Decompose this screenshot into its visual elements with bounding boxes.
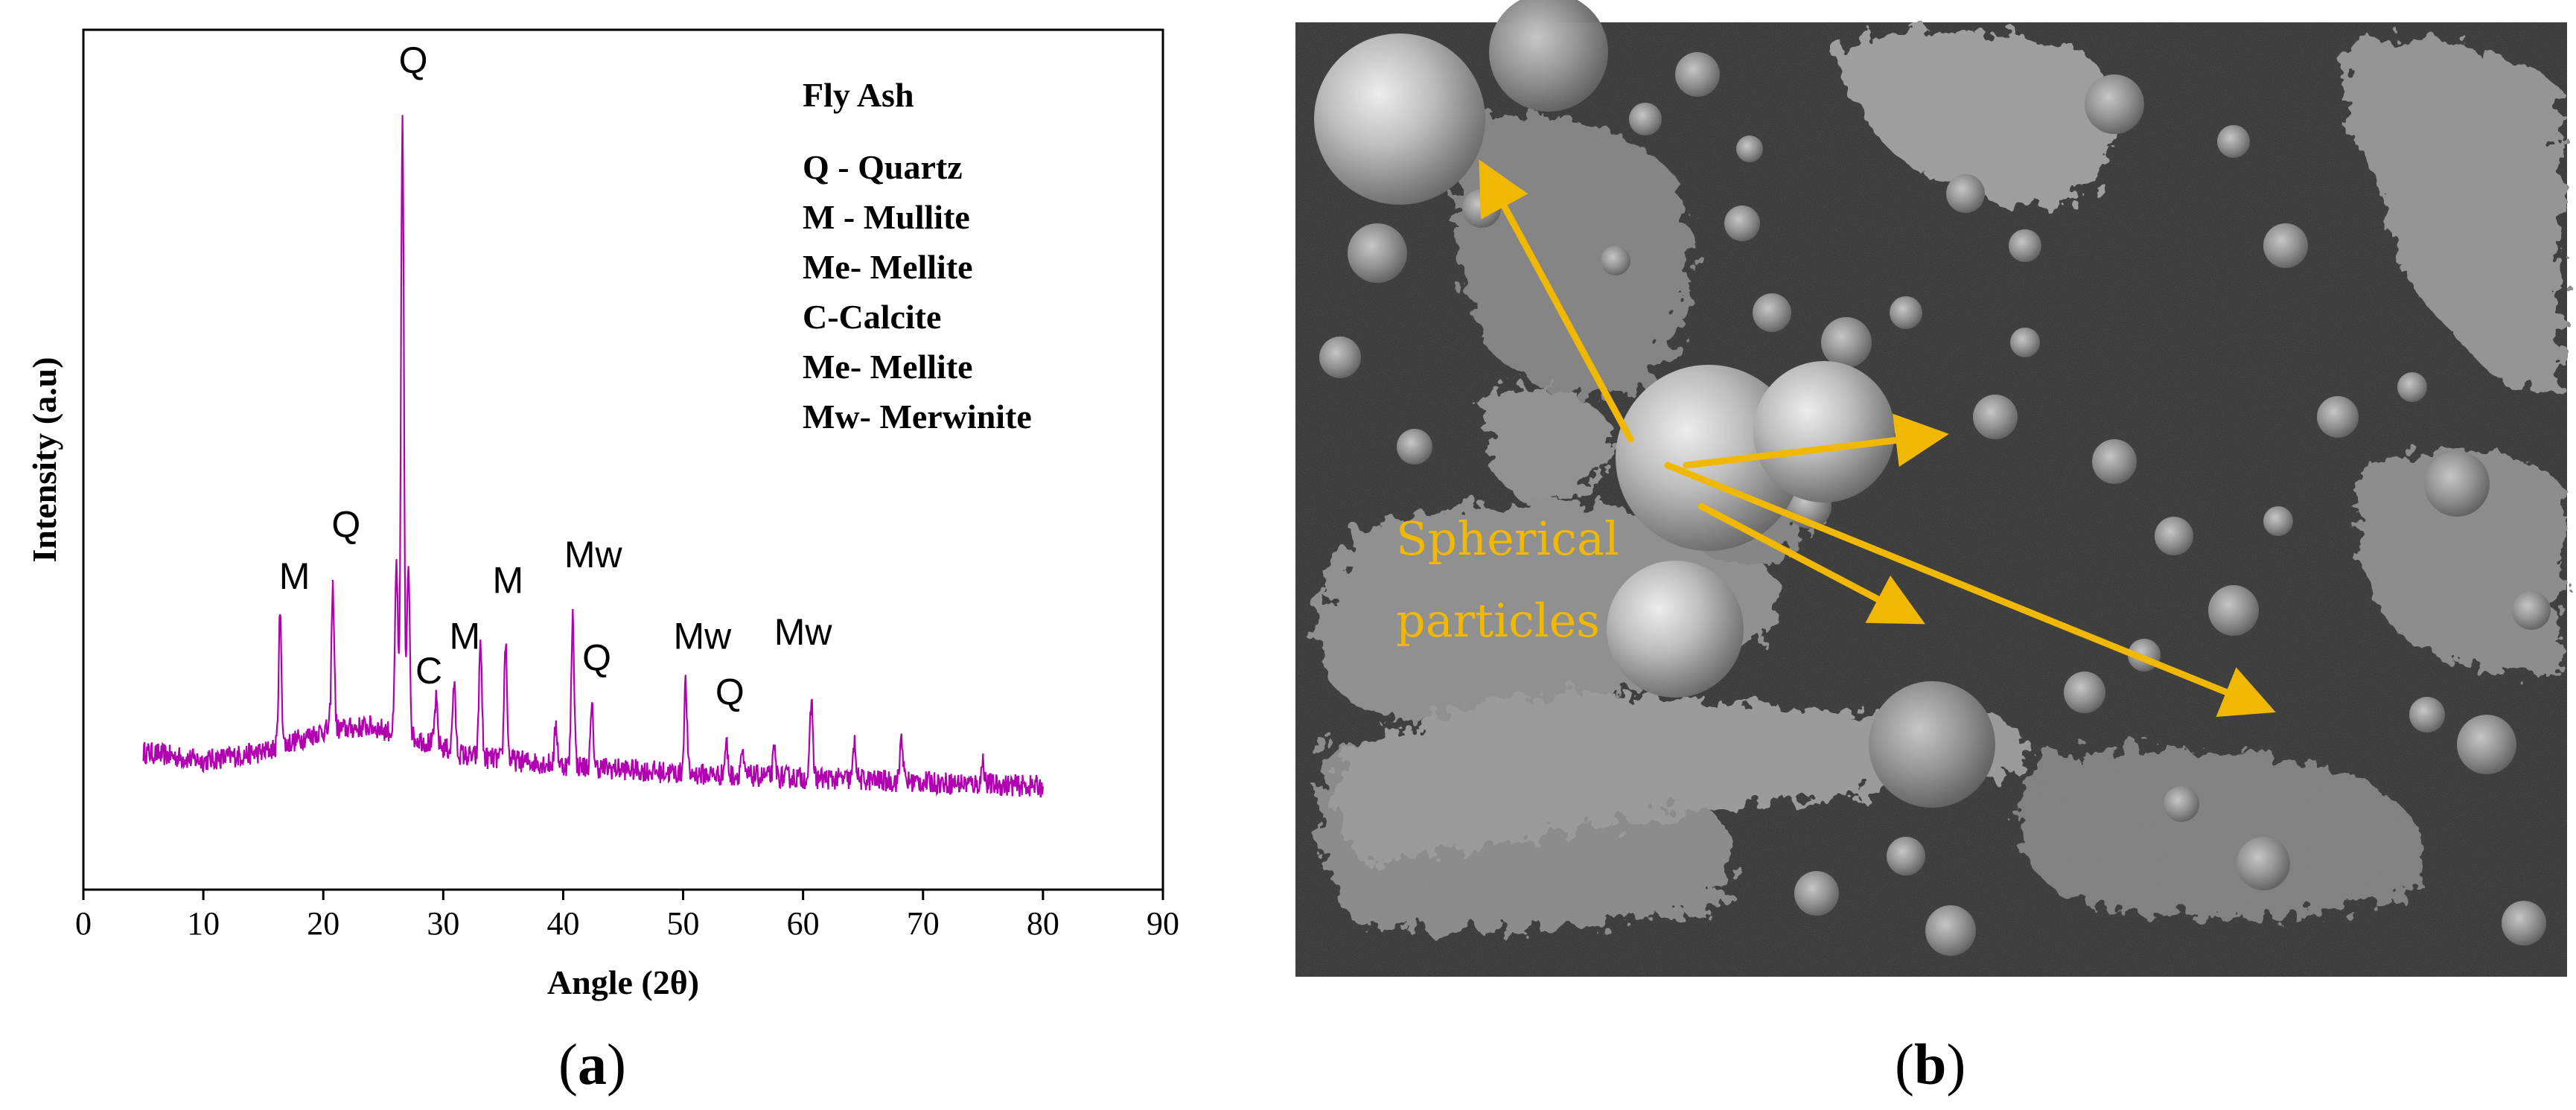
plot-frame <box>82 28 1164 891</box>
legend-title: Fly Ash <box>803 76 914 114</box>
annotation-line-2: particles <box>1396 593 1600 648</box>
legend-item-5: Mw- Merwinite <box>803 398 1032 436</box>
peak-label-5: M <box>493 560 524 602</box>
sem-panel: Spherical particles (b) <box>1295 0 2576 1106</box>
caption-b-open: ( <box>1895 1032 1914 1097</box>
x-axis-label: Angle (2θ) <box>547 963 699 1001</box>
arrow-3 <box>1697 503 1925 625</box>
peak-label-4: M <box>450 616 481 657</box>
arrow-1 <box>1479 159 1634 443</box>
peak-label-7: Q <box>582 637 611 678</box>
caption-a-close: ) <box>606 1032 626 1097</box>
legend-item-4: Me- Mellite <box>803 348 973 386</box>
legend-item-1: M - Mullite <box>803 198 970 236</box>
caption-b-close: ) <box>1946 1032 1966 1097</box>
annotation-line-1: Spherical <box>1396 511 1619 566</box>
caption-a-open: ( <box>558 1032 578 1097</box>
peak-label-9: Q <box>715 672 745 713</box>
x-tick-label-0: 0 <box>75 905 92 942</box>
caption-a: (a) <box>558 1031 626 1098</box>
caption-b-letter: b <box>1913 1032 1947 1097</box>
x-tick-label-30: 30 <box>427 905 459 942</box>
x-tick-label-10: 10 <box>187 905 220 942</box>
legend-item-3: C-Calcite <box>803 298 941 336</box>
x-tick-label-70: 70 <box>907 905 940 942</box>
xrd-panel: 0 10 20 30 40 50 60 70 80 90 Angle (2θ) Intensity (… <box>0 0 1236 1106</box>
arrow-2 <box>1683 413 1949 469</box>
peak-label-10: Mw <box>774 611 833 653</box>
x-tick-label-80: 80 <box>1027 905 1059 942</box>
annotation-arrows <box>1479 159 2276 718</box>
peak-label-3: C <box>415 650 442 692</box>
caption-a-letter: a <box>577 1032 607 1097</box>
x-tick-label-20: 20 <box>307 905 339 942</box>
caption-b: (b) <box>1895 1031 1966 1098</box>
x-tick-label-60: 60 <box>787 905 820 942</box>
y-axis-label: Intensity (a.u) <box>25 357 63 562</box>
peak-label-6: Mw <box>564 534 623 575</box>
arrow-4 <box>1664 462 2276 718</box>
peak-label-2: Q <box>331 503 360 545</box>
legend-item-2: Me- Mellite <box>803 248 973 286</box>
sem-micrograph: Spherical particles <box>1295 0 2567 977</box>
legend-item-0: Q - Quartz <box>803 148 963 186</box>
xrd-chart: 0 10 20 30 40 50 60 70 80 90 Angle (2θ) Intensity (… <box>25 28 1179 1001</box>
peak-label-0: Q <box>399 39 428 81</box>
x-tick-label-90: 90 <box>1147 905 1179 942</box>
peak-label-8: Mw <box>673 616 732 657</box>
x-tick-label-50: 50 <box>667 905 700 942</box>
peak-label-1: M <box>279 555 310 597</box>
x-tick-label-40: 40 <box>546 905 579 942</box>
xrd-spectrum <box>142 115 1044 798</box>
